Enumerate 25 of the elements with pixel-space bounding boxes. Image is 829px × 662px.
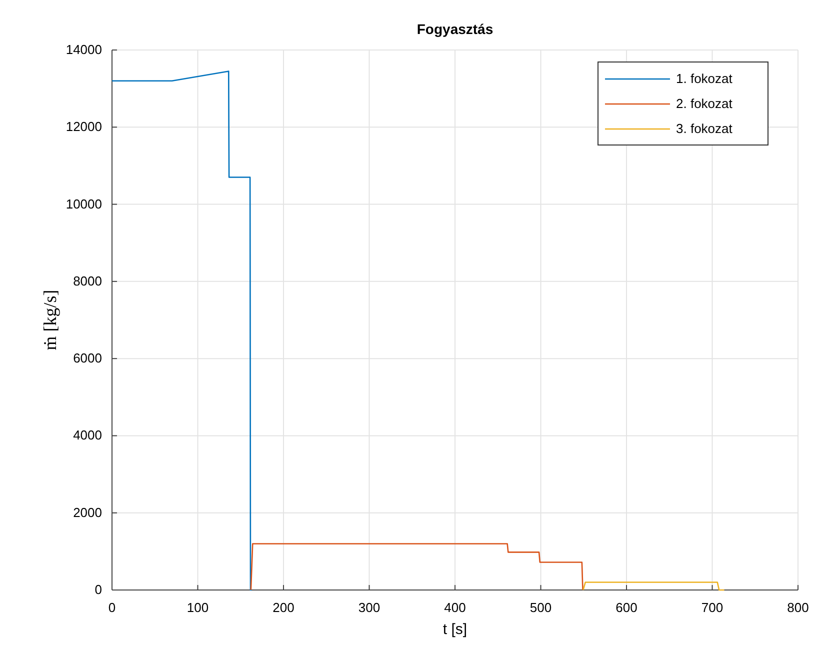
x-tick-label: 300 <box>358 600 380 615</box>
chart-title: Fogyasztás <box>416 21 494 37</box>
line-series <box>111 70 252 591</box>
x-tick-label: 600 <box>616 600 638 615</box>
legend-label: 2. fokozat <box>676 96 733 111</box>
y-tick-label: 14000 <box>66 42 102 57</box>
x-tick-label: 200 <box>272 600 294 615</box>
x-tick-label: 800 <box>787 600 809 615</box>
x-tick-label: 400 <box>444 600 466 615</box>
x-axis-title: t [s] <box>442 621 468 638</box>
x-tick-label: 100 <box>186 600 209 615</box>
y-axis-title: ṁ [kg/s] <box>40 290 60 350</box>
y-tick-label: 2000 <box>73 504 102 520</box>
line-series <box>250 543 584 591</box>
x-tick-label: 0 <box>108 600 116 615</box>
y-tick-label: 12000 <box>66 119 102 134</box>
legend-label: 1. fokozat <box>676 71 733 86</box>
y-tick-label: 0 <box>94 582 102 597</box>
y-tick-label: 4000 <box>73 428 102 443</box>
y-tick-label: 6000 <box>73 350 102 366</box>
y-tick-label: 10000 <box>66 196 102 212</box>
x-tick-label: 500 <box>530 600 552 615</box>
x-tick-label: 700 <box>701 600 724 615</box>
y-tick-label: 8000 <box>73 273 102 288</box>
legend-label: 3. fokozat <box>676 121 733 136</box>
